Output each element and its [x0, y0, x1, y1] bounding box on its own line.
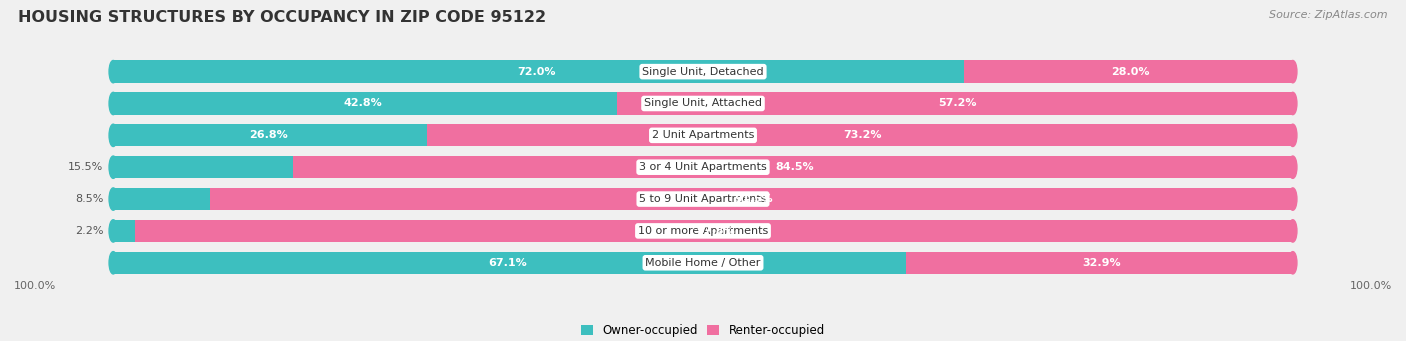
Text: 91.5%: 91.5% — [734, 194, 773, 204]
Text: Source: ZipAtlas.com: Source: ZipAtlas.com — [1270, 10, 1388, 20]
Bar — [905, 252, 1292, 274]
Text: HOUSING STRUCTURES BY OCCUPANCY IN ZIP CODE 95122: HOUSING STRUCTURES BY OCCUPANCY IN ZIP C… — [18, 10, 547, 25]
Circle shape — [1288, 156, 1296, 178]
FancyBboxPatch shape — [114, 60, 1292, 83]
Circle shape — [110, 92, 118, 115]
Bar — [617, 92, 1292, 115]
FancyBboxPatch shape — [114, 124, 1292, 147]
Circle shape — [110, 124, 118, 147]
Text: 8.5%: 8.5% — [75, 194, 103, 204]
Text: 32.9%: 32.9% — [1083, 258, 1121, 268]
Circle shape — [110, 252, 118, 274]
Text: 84.5%: 84.5% — [776, 162, 814, 172]
Circle shape — [110, 60, 118, 83]
Bar — [294, 156, 1292, 178]
FancyBboxPatch shape — [114, 92, 1292, 115]
Circle shape — [1288, 252, 1296, 274]
Circle shape — [1288, 124, 1296, 147]
Text: 100.0%: 100.0% — [14, 281, 56, 291]
Circle shape — [110, 60, 118, 83]
Text: 42.8%: 42.8% — [344, 99, 382, 108]
Circle shape — [1288, 188, 1296, 210]
Text: Mobile Home / Other: Mobile Home / Other — [645, 258, 761, 268]
Circle shape — [1288, 220, 1296, 242]
Circle shape — [1288, 60, 1296, 83]
Circle shape — [110, 124, 118, 147]
Circle shape — [1288, 220, 1296, 242]
Circle shape — [1288, 188, 1296, 210]
Circle shape — [1288, 92, 1296, 115]
Text: 3 or 4 Unit Apartments: 3 or 4 Unit Apartments — [640, 162, 766, 172]
Text: 73.2%: 73.2% — [844, 130, 882, 140]
Text: 10 or more Apartments: 10 or more Apartments — [638, 226, 768, 236]
Text: 15.5%: 15.5% — [67, 162, 103, 172]
Circle shape — [110, 156, 118, 178]
Bar — [114, 188, 209, 210]
Text: Single Unit, Attached: Single Unit, Attached — [644, 99, 762, 108]
Text: 2 Unit Apartments: 2 Unit Apartments — [652, 130, 754, 140]
FancyBboxPatch shape — [114, 188, 1292, 210]
Bar — [114, 252, 905, 274]
Circle shape — [1288, 92, 1296, 115]
Text: 2.2%: 2.2% — [75, 226, 103, 236]
Text: 97.8%: 97.8% — [697, 226, 735, 236]
Circle shape — [110, 220, 118, 242]
Bar — [114, 92, 617, 115]
Circle shape — [110, 220, 118, 242]
Bar — [209, 188, 1292, 210]
Text: 5 to 9 Unit Apartments: 5 to 9 Unit Apartments — [640, 194, 766, 204]
Bar — [114, 60, 965, 83]
Text: 67.1%: 67.1% — [488, 258, 527, 268]
FancyBboxPatch shape — [114, 220, 1292, 242]
Bar — [114, 156, 294, 178]
Circle shape — [1288, 124, 1296, 147]
Legend: Owner-occupied, Renter-occupied: Owner-occupied, Renter-occupied — [581, 324, 825, 337]
Text: 100.0%: 100.0% — [1350, 281, 1392, 291]
Circle shape — [1288, 156, 1296, 178]
Bar — [114, 220, 135, 242]
Circle shape — [110, 156, 118, 178]
Text: 57.2%: 57.2% — [938, 99, 976, 108]
Circle shape — [1288, 252, 1296, 274]
Bar — [965, 60, 1292, 83]
Bar — [135, 220, 1292, 242]
Text: Single Unit, Detached: Single Unit, Detached — [643, 66, 763, 77]
Bar — [427, 124, 1292, 147]
FancyBboxPatch shape — [114, 156, 1292, 178]
Circle shape — [110, 92, 118, 115]
Circle shape — [1288, 60, 1296, 83]
Bar — [114, 124, 427, 147]
Circle shape — [110, 252, 118, 274]
Circle shape — [110, 188, 118, 210]
Circle shape — [110, 188, 118, 210]
Text: 28.0%: 28.0% — [1111, 66, 1150, 77]
Text: 72.0%: 72.0% — [517, 66, 555, 77]
Text: 26.8%: 26.8% — [249, 130, 288, 140]
FancyBboxPatch shape — [114, 252, 1292, 274]
